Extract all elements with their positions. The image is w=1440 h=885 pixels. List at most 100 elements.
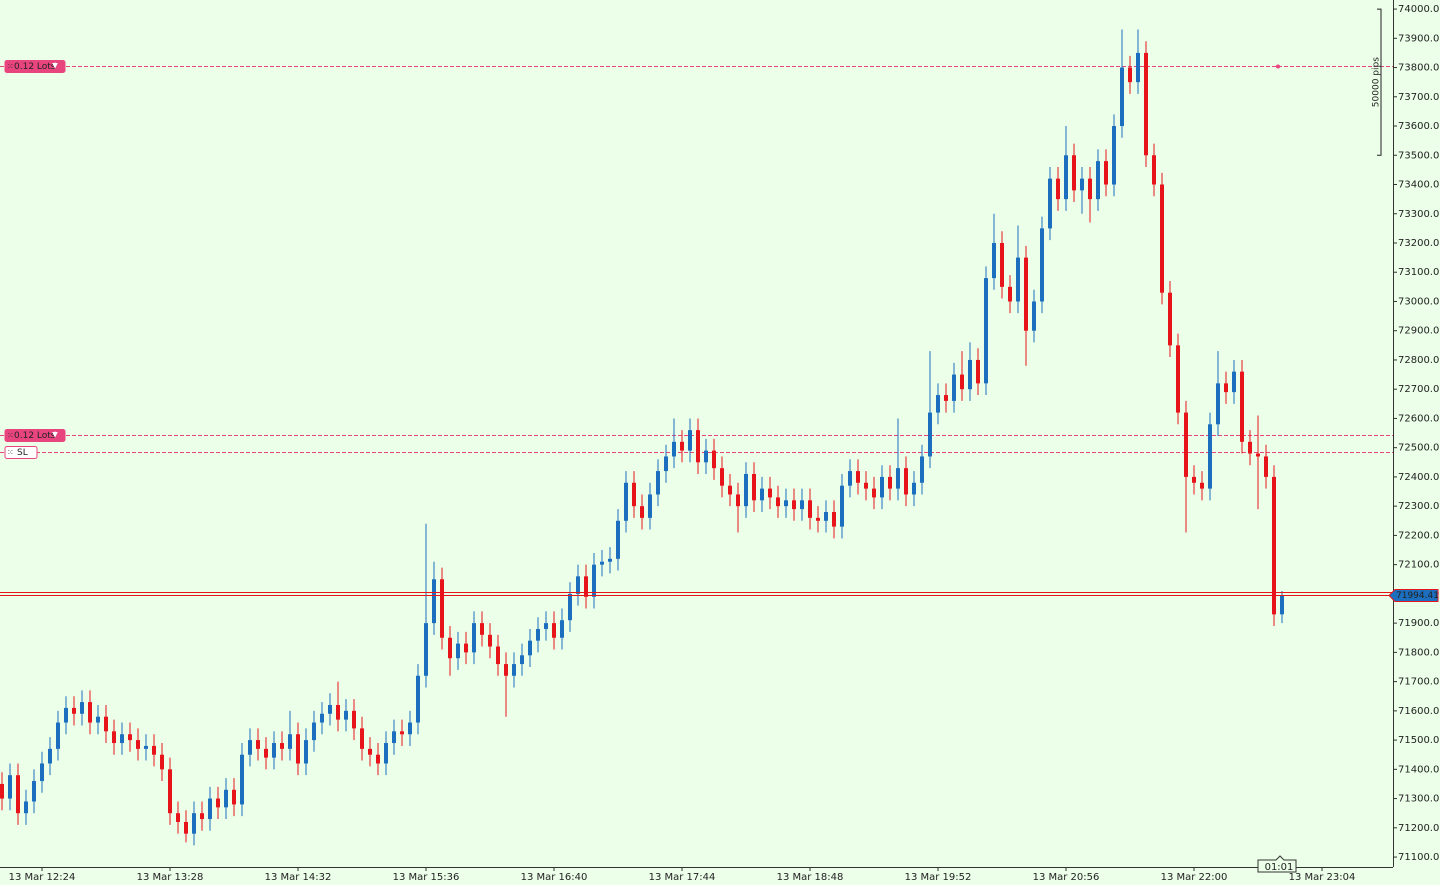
y-tick-label: 72400.00 bbox=[1398, 472, 1440, 483]
candle-body bbox=[768, 488, 772, 498]
candle-body bbox=[296, 734, 300, 764]
x-tick-label: 13 Mar 15:36 bbox=[393, 872, 460, 883]
candle-body bbox=[512, 664, 516, 676]
candle-body bbox=[968, 359, 972, 390]
candle-body bbox=[944, 395, 948, 401]
candle-body bbox=[440, 579, 444, 638]
candle-body bbox=[24, 801, 28, 814]
y-tick-label: 73000.00 bbox=[1398, 296, 1440, 307]
candle-body bbox=[328, 705, 332, 714]
candle-body bbox=[1008, 286, 1012, 302]
y-tick-label: 71800.00 bbox=[1398, 647, 1440, 658]
candle-body bbox=[96, 716, 100, 723]
candle-body bbox=[264, 748, 268, 758]
candle-body bbox=[360, 728, 364, 749]
x-tick-label: 13 Mar 12:24 bbox=[9, 872, 76, 883]
candle-body bbox=[152, 745, 156, 755]
candle-body bbox=[544, 623, 548, 629]
candle-body bbox=[952, 374, 956, 401]
candle-body bbox=[448, 637, 452, 659]
candle-body bbox=[1240, 371, 1244, 442]
y-tick-label: 72500.00 bbox=[1398, 443, 1440, 454]
candle-body bbox=[824, 512, 828, 521]
candle-body bbox=[176, 813, 180, 822]
y-tick-label: 73500.00 bbox=[1398, 150, 1440, 161]
candle-body bbox=[640, 506, 644, 518]
candle-body bbox=[224, 789, 228, 808]
candle-body bbox=[728, 485, 732, 495]
candle-body bbox=[40, 763, 44, 782]
candle-body bbox=[1120, 67, 1124, 127]
candle-body bbox=[736, 494, 740, 507]
candle-body bbox=[928, 412, 932, 457]
x-tick-label: 13 Mar 22:00 bbox=[1161, 872, 1228, 883]
candle-body bbox=[192, 813, 196, 834]
candle-body bbox=[1208, 424, 1212, 489]
candle-body bbox=[1136, 52, 1140, 83]
candle-body bbox=[720, 468, 724, 486]
x-tick-label: 13 Mar 14:32 bbox=[265, 872, 332, 883]
x-tick-label: 13 Mar 18:48 bbox=[777, 872, 844, 883]
candle-body bbox=[288, 734, 292, 749]
candle-body bbox=[464, 643, 468, 653]
candle-body bbox=[184, 821, 188, 834]
candle-body bbox=[248, 740, 252, 755]
candle-body bbox=[1272, 476, 1276, 615]
y-tick-label: 71200.00 bbox=[1398, 823, 1440, 834]
candle-body bbox=[128, 734, 132, 741]
candle-body bbox=[1280, 595, 1284, 615]
candle-body bbox=[320, 713, 324, 723]
timer-label: 01:01 bbox=[1265, 862, 1294, 873]
candle-body bbox=[976, 359, 980, 384]
order-label-box bbox=[4, 429, 66, 442]
y-tick-label: 72100.00 bbox=[1398, 560, 1440, 571]
candle-body bbox=[648, 494, 652, 518]
x-tick-label: 13 Mar 23:04 bbox=[1289, 872, 1356, 883]
candle-body bbox=[112, 731, 116, 744]
candle-body bbox=[1232, 371, 1236, 393]
candle-body bbox=[1144, 52, 1148, 156]
candle-body bbox=[840, 485, 844, 527]
order-label: ⁙ 0.12 Lots bbox=[4, 60, 66, 73]
candle-body bbox=[848, 471, 852, 486]
candle-body bbox=[816, 517, 820, 521]
candle-body bbox=[64, 707, 68, 723]
candle-body bbox=[552, 623, 556, 638]
order-label-box bbox=[4, 60, 66, 73]
y-tick-label: 73900.00 bbox=[1398, 33, 1440, 44]
order-grip: ⁙ bbox=[7, 448, 14, 457]
candle-body bbox=[408, 722, 412, 735]
candle-body bbox=[16, 775, 20, 814]
candle-body bbox=[1200, 482, 1204, 489]
candle-body bbox=[1176, 345, 1180, 413]
y-tick-label: 73800.00 bbox=[1398, 63, 1440, 74]
y-tick-label: 71600.00 bbox=[1398, 706, 1440, 717]
y-tick-label: 71500.00 bbox=[1398, 735, 1440, 746]
candle-body bbox=[0, 783, 4, 799]
candle-body bbox=[576, 576, 580, 594]
candle-body bbox=[56, 722, 60, 749]
candle-body bbox=[368, 748, 372, 755]
candle-body bbox=[200, 813, 204, 820]
candle-body bbox=[592, 564, 596, 597]
candle-body bbox=[760, 488, 764, 501]
y-tick-label: 72600.00 bbox=[1398, 413, 1440, 424]
timer-box bbox=[1257, 855, 1297, 873]
candle-body bbox=[280, 743, 284, 749]
candle-body bbox=[1128, 67, 1132, 83]
candle-body bbox=[1048, 178, 1052, 229]
candle-body bbox=[832, 512, 836, 527]
candle-body bbox=[680, 441, 684, 451]
candle-body bbox=[656, 471, 660, 495]
candle-body bbox=[1032, 301, 1036, 331]
candle-body bbox=[696, 430, 700, 463]
candle-body bbox=[784, 500, 788, 507]
candle-body bbox=[1264, 456, 1268, 477]
candle-body bbox=[560, 620, 564, 638]
candle-body bbox=[1080, 178, 1084, 191]
candle-body bbox=[616, 520, 620, 559]
order-grip: ⁙ bbox=[7, 62, 14, 71]
y-tick-label: 73700.00 bbox=[1398, 92, 1440, 103]
candle-body bbox=[632, 482, 636, 507]
